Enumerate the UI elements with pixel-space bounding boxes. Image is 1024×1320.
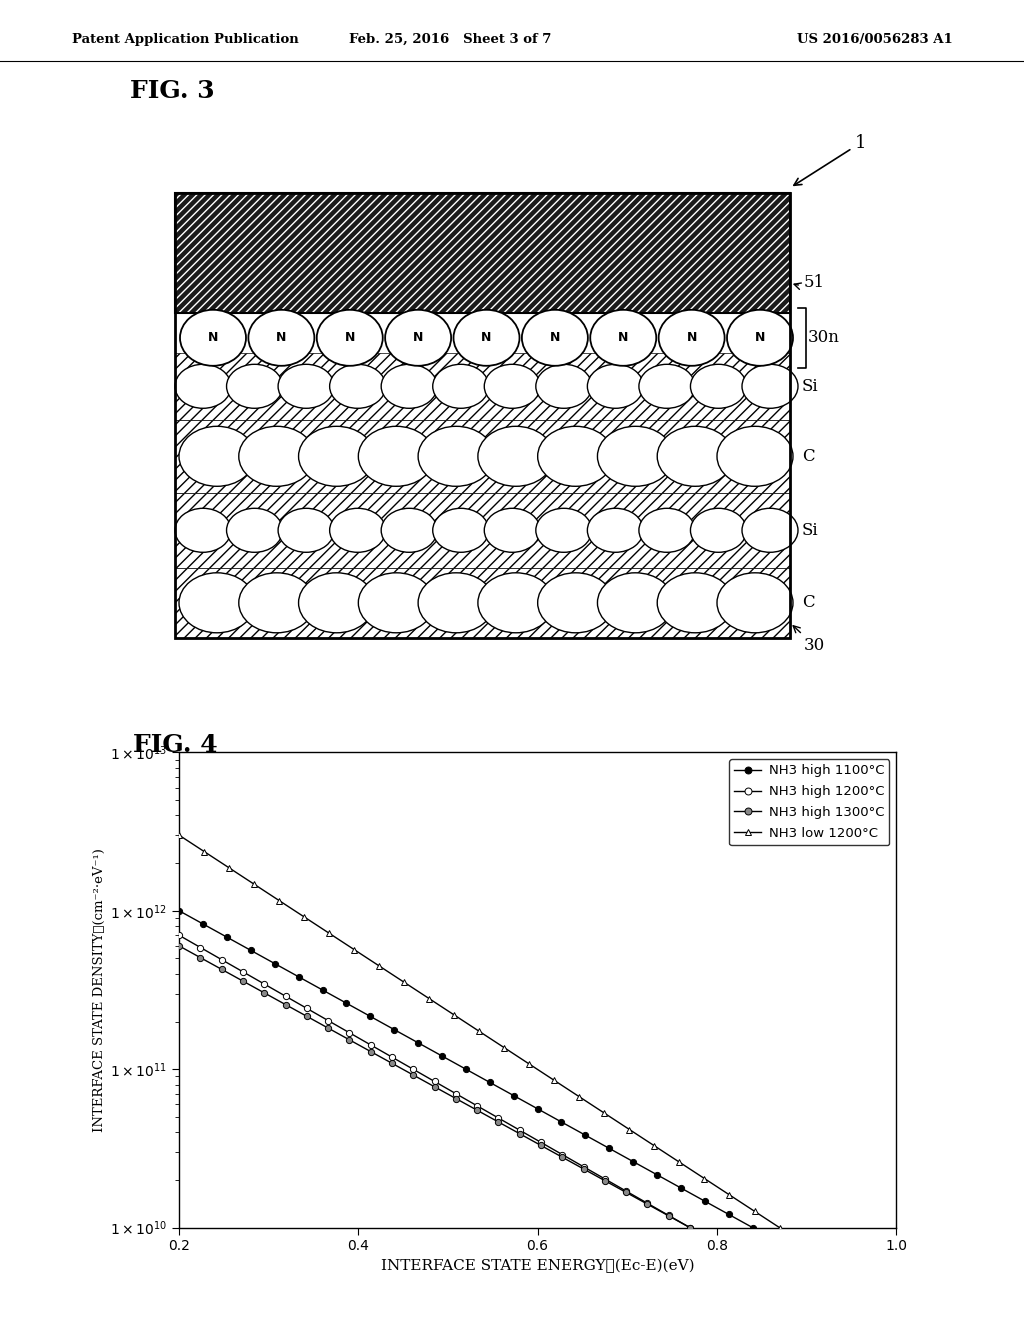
Text: 1: 1 xyxy=(794,133,866,185)
Ellipse shape xyxy=(478,573,554,632)
Ellipse shape xyxy=(279,364,334,408)
Bar xyxy=(175,193,790,313)
Text: C: C xyxy=(802,594,815,611)
Ellipse shape xyxy=(639,508,695,552)
Ellipse shape xyxy=(742,364,798,408)
Text: 51: 51 xyxy=(794,275,825,292)
Ellipse shape xyxy=(249,310,314,366)
Ellipse shape xyxy=(588,508,643,552)
Text: N: N xyxy=(413,331,423,345)
Bar xyxy=(175,193,790,313)
Ellipse shape xyxy=(433,508,488,552)
Ellipse shape xyxy=(175,508,231,552)
Text: N: N xyxy=(208,331,218,345)
Ellipse shape xyxy=(657,573,733,632)
Text: N: N xyxy=(276,331,287,345)
Ellipse shape xyxy=(690,508,746,552)
Ellipse shape xyxy=(590,310,656,366)
Text: N: N xyxy=(344,331,355,345)
Ellipse shape xyxy=(639,364,695,408)
Ellipse shape xyxy=(478,426,554,486)
Y-axis label: INTERFACE STATE DENSITY　(cm⁻²·eV⁻¹): INTERFACE STATE DENSITY (cm⁻²·eV⁻¹) xyxy=(93,847,105,1133)
Bar xyxy=(175,568,790,638)
Ellipse shape xyxy=(717,573,793,632)
Text: N: N xyxy=(755,331,765,345)
Ellipse shape xyxy=(299,573,375,632)
Ellipse shape xyxy=(690,364,746,408)
Ellipse shape xyxy=(179,573,255,632)
Text: FIG. 3: FIG. 3 xyxy=(130,79,215,103)
Ellipse shape xyxy=(433,364,488,408)
Ellipse shape xyxy=(536,364,592,408)
Text: Si: Si xyxy=(802,521,818,539)
Ellipse shape xyxy=(588,364,643,408)
Text: N: N xyxy=(618,331,629,345)
Text: US 2016/0056283 A1: US 2016/0056283 A1 xyxy=(797,33,952,46)
Ellipse shape xyxy=(226,508,283,552)
Bar xyxy=(175,492,790,568)
Ellipse shape xyxy=(239,573,314,632)
Ellipse shape xyxy=(597,573,674,632)
Text: 30: 30 xyxy=(794,626,825,655)
Ellipse shape xyxy=(330,508,386,552)
Ellipse shape xyxy=(536,508,592,552)
Ellipse shape xyxy=(385,310,452,366)
Ellipse shape xyxy=(180,310,246,366)
Text: C: C xyxy=(802,447,815,465)
Ellipse shape xyxy=(597,426,674,486)
Text: Feb. 25, 2016   Sheet 3 of 7: Feb. 25, 2016 Sheet 3 of 7 xyxy=(349,33,552,46)
Ellipse shape xyxy=(279,508,334,552)
Ellipse shape xyxy=(657,426,733,486)
Ellipse shape xyxy=(418,573,495,632)
Ellipse shape xyxy=(330,364,386,408)
Ellipse shape xyxy=(658,310,725,366)
Ellipse shape xyxy=(299,426,375,486)
Text: Patent Application Publication: Patent Application Publication xyxy=(72,33,298,46)
Legend: NH3 high 1100°C, NH3 high 1200°C, NH3 high 1300°C, NH3 low 1200°C: NH3 high 1100°C, NH3 high 1200°C, NH3 hi… xyxy=(729,759,890,845)
Ellipse shape xyxy=(727,310,793,366)
Ellipse shape xyxy=(179,426,255,486)
Ellipse shape xyxy=(742,508,798,552)
Ellipse shape xyxy=(316,310,383,366)
Ellipse shape xyxy=(226,364,283,408)
Bar xyxy=(175,352,790,420)
Ellipse shape xyxy=(522,310,588,366)
Ellipse shape xyxy=(418,426,495,486)
Text: N: N xyxy=(481,331,492,345)
Ellipse shape xyxy=(381,508,437,552)
X-axis label: INTERFACE STATE ENERGY　(Ec-E)(eV): INTERFACE STATE ENERGY (Ec-E)(eV) xyxy=(381,1259,694,1274)
Text: Si: Si xyxy=(802,378,818,395)
Ellipse shape xyxy=(175,364,231,408)
Ellipse shape xyxy=(538,573,613,632)
Ellipse shape xyxy=(358,426,434,486)
Bar xyxy=(175,193,790,638)
Bar xyxy=(175,420,790,492)
Ellipse shape xyxy=(484,508,541,552)
Ellipse shape xyxy=(717,426,793,486)
Ellipse shape xyxy=(484,364,541,408)
Ellipse shape xyxy=(381,364,437,408)
Text: N: N xyxy=(686,331,696,345)
Text: FIG. 4: FIG. 4 xyxy=(133,733,218,756)
Ellipse shape xyxy=(454,310,519,366)
Ellipse shape xyxy=(239,426,314,486)
Ellipse shape xyxy=(538,426,613,486)
Ellipse shape xyxy=(358,573,434,632)
Text: 30n: 30n xyxy=(808,329,840,346)
Text: N: N xyxy=(550,331,560,345)
